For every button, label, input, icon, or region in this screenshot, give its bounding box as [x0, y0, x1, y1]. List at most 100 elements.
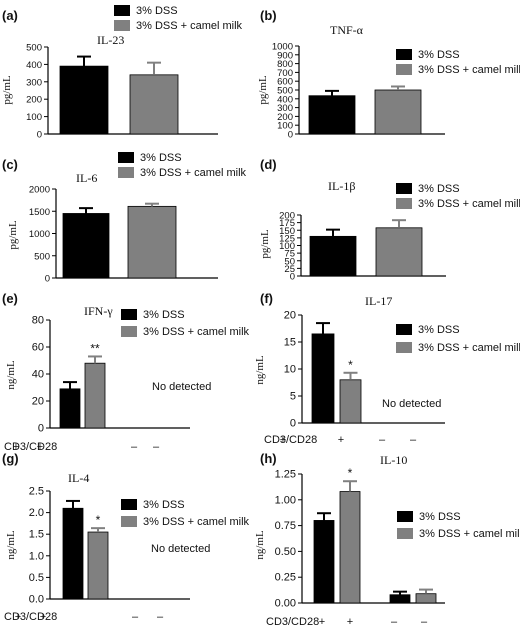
stimulation-label: CD3/CD28: [4, 611, 57, 623]
y-tick-label: 125: [279, 233, 295, 244]
error-bar: [88, 355, 102, 364]
y-tick-label: 5: [290, 391, 296, 403]
bar: [84, 362, 106, 429]
legend-swatch: [118, 167, 134, 178]
y-tick-label: 75: [284, 249, 295, 260]
y-tick-label: 150: [279, 226, 295, 237]
error-bar: [145, 202, 159, 207]
legend-swatch: [114, 5, 130, 16]
legend-swatch: [121, 309, 137, 320]
y-tick-label: 0: [37, 130, 42, 141]
y-tick-label: 0: [290, 418, 296, 430]
y-tick-label: 1000: [272, 42, 293, 53]
y-tick-label: 100: [26, 112, 42, 123]
chart-title: IFN-γ: [84, 304, 113, 318]
y-tick-label: 1500: [29, 207, 50, 218]
significance-marker: *: [348, 358, 353, 372]
y-tick-label: 1.0: [29, 550, 44, 562]
bar: [59, 388, 81, 429]
legend-label: 3% DSS: [418, 324, 460, 336]
bar: [313, 520, 335, 604]
panel-f: (f) IL-17 ng/mL 0 5 10 15 20 * 3% DSS 3% DSS + cam…: [254, 291, 520, 446]
error-bar: [419, 588, 433, 594]
legend-label: 3% DSS + camel milk: [419, 528, 520, 540]
y-tick-label: 0.50: [275, 546, 296, 558]
legend-label: 3% DSS + camel milk: [143, 326, 250, 338]
y-tick-label: 0.75: [275, 520, 296, 532]
stimulation-sign: –: [410, 434, 417, 446]
legend-label: 3% DSS: [143, 309, 185, 321]
stimulation-sign: –: [153, 441, 160, 453]
bar: [62, 507, 84, 600]
y-tick-label: 100: [277, 121, 293, 132]
panel-label: (e): [2, 291, 18, 306]
stimulation-sign: +: [37, 441, 43, 453]
y-tick-label: 50: [284, 256, 295, 267]
y-tick-label: 200: [279, 211, 295, 222]
stimulation-sign: +: [15, 611, 21, 623]
y-tick-label: 0.00: [275, 598, 296, 610]
y-tick-label: 80: [32, 315, 44, 327]
chart-title: IL-4: [68, 471, 89, 485]
chart-title: IL-6: [76, 171, 97, 185]
stimulation-sign: +: [347, 616, 353, 628]
legend-item: 3% DSS + camel milk: [114, 20, 243, 32]
y-tick-label: 0.5: [29, 572, 44, 584]
error-bar: [393, 590, 407, 595]
y-axis-label: ng/mL: [254, 530, 266, 560]
y-tick-label: 0.0: [29, 594, 44, 606]
legend-swatch: [121, 326, 137, 337]
panel-label: (f): [260, 291, 273, 306]
no-detected-note: No detected: [152, 381, 211, 393]
significance-marker: **: [90, 341, 100, 355]
y-tick-label: 0: [45, 274, 50, 285]
chart-title: IL-23: [97, 33, 124, 47]
bar: [374, 89, 422, 135]
legend-item: 3% DSS: [396, 183, 460, 195]
error-bar: [63, 381, 77, 389]
error-bar: [91, 527, 105, 533]
error-bar: [317, 512, 331, 521]
y-tick-label: 200: [277, 112, 293, 123]
legend-swatch: [396, 342, 412, 353]
panel-label: (a): [2, 8, 18, 23]
error-bar: [79, 207, 93, 214]
error-bar: [325, 89, 339, 96]
panel-label: (b): [260, 8, 277, 23]
error-bar: [66, 499, 80, 509]
stimulation-sign: –: [379, 434, 386, 446]
y-tick-label: 20: [284, 310, 296, 322]
legend-item: 3% DSS + camel milk: [121, 516, 250, 528]
legend-swatch: [397, 511, 413, 522]
error-bar: [343, 371, 358, 380]
legend-item: 3% DSS + camel milk: [121, 326, 250, 338]
panel-b: (b) TNF-α pg/mL 010020030040050060070080090…: [257, 8, 520, 141]
legend-label: 3% DSS + camel milk: [418, 342, 520, 354]
y-tick-label: 500: [277, 86, 293, 97]
bar: [389, 594, 411, 604]
bar: [339, 379, 362, 424]
stimulation-label: CD3/CD28: [4, 441, 57, 453]
y-tick-label: 1.25: [275, 469, 296, 481]
legend-item: 3% DSS + camel milk: [396, 342, 520, 354]
legend-item: 3% DSS + camel milk: [118, 167, 247, 179]
stimulation-sign: +: [280, 434, 286, 446]
bar: [339, 491, 361, 604]
bar: [375, 227, 423, 277]
legend-item: 3% DSS: [121, 309, 185, 321]
error-bar: [316, 322, 330, 334]
legend-item: 3% DSS: [396, 49, 460, 61]
panel-a: (a) IL-23 pg/mL 0 100 200 300 400 500 3% DSS 3% DS…: [1, 5, 243, 141]
panel-label: (h): [260, 451, 277, 466]
panel-h: (h) IL-10 ng/mL 0.00 0.25 0.50 0.75 1.00 1.25 * 3%…: [254, 451, 520, 628]
stimulation-sign: –: [421, 616, 428, 628]
y-tick-label: 1.5: [29, 529, 44, 541]
legend-item: 3% DSS + camel milk: [396, 64, 520, 76]
y-tick-label: 0: [38, 423, 44, 435]
y-tick-label: 0: [290, 272, 295, 283]
stimulation-label: CD3/CD28: [266, 616, 319, 628]
legend-label: 3% DSS: [419, 511, 461, 523]
legend-label: 3% DSS + camel milk: [140, 167, 247, 179]
significance-marker: *: [96, 513, 101, 527]
y-tick-label: 25: [284, 264, 295, 275]
